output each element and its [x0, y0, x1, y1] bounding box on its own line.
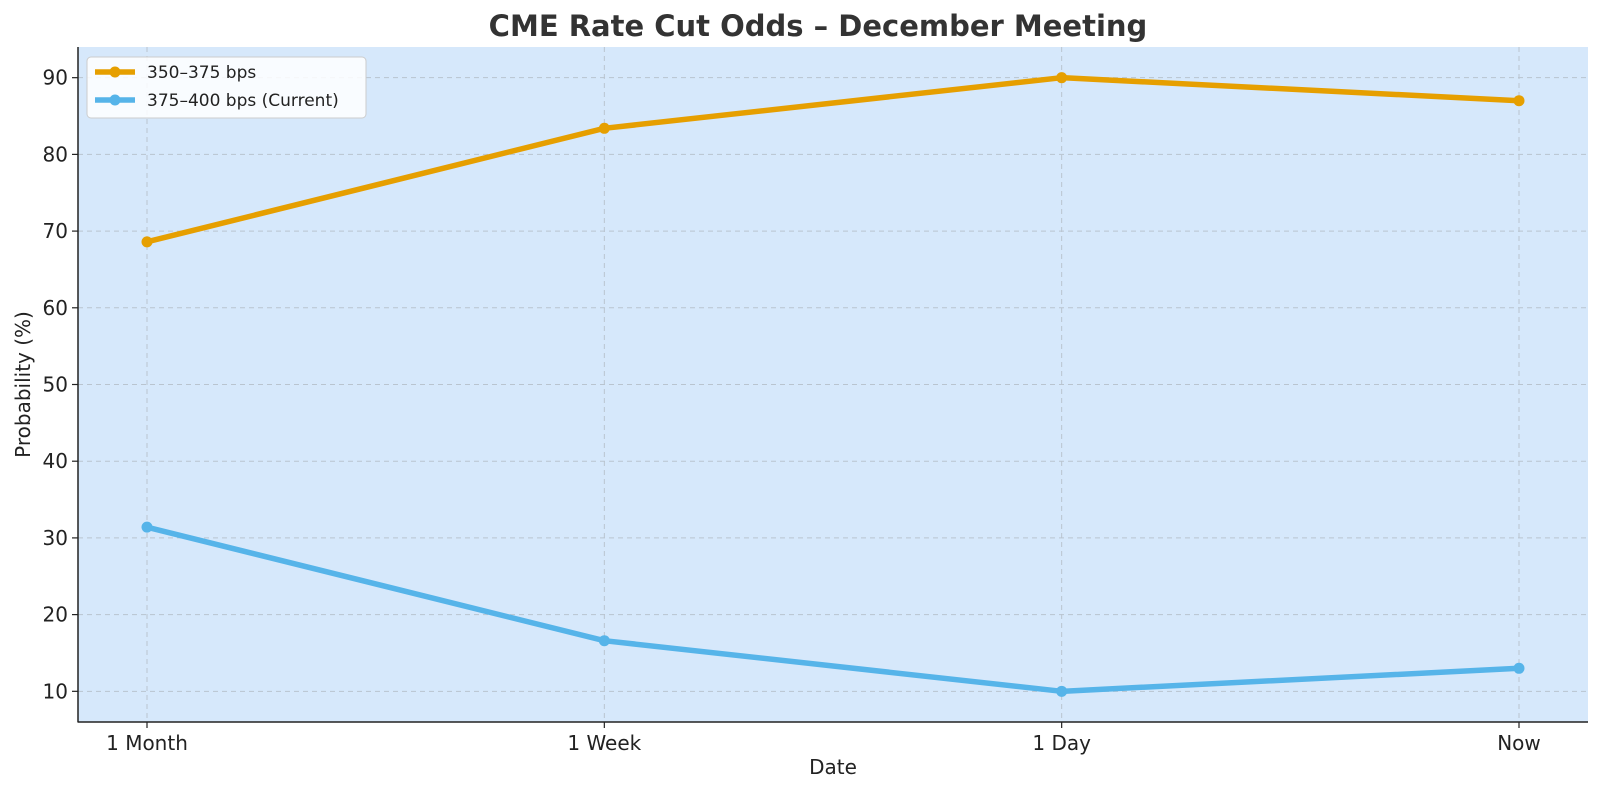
data-point — [1513, 662, 1525, 674]
y-tick-label: 40 — [43, 449, 68, 473]
y-tick-label: 50 — [43, 373, 68, 397]
x-tick-label: Now — [1497, 731, 1541, 755]
y-tick-label: 80 — [43, 142, 68, 166]
data-point — [1513, 95, 1525, 107]
x-axis-label: Date — [809, 755, 857, 779]
legend-swatch-marker — [109, 66, 121, 78]
data-point — [141, 236, 153, 248]
y-axis-label: Probability (%) — [11, 311, 35, 458]
y-tick-label: 20 — [43, 603, 68, 627]
legend-swatch-marker — [109, 94, 121, 106]
legend-label: 375–400 bps (Current) — [147, 91, 339, 111]
grid-lines — [78, 47, 1588, 722]
chart-title: CME Rate Cut Odds – December Meeting — [489, 9, 1148, 43]
x-tick-label: 1 Month — [106, 731, 188, 755]
series-lines — [141, 72, 1525, 697]
y-tick-label: 70 — [43, 219, 68, 243]
legend-item: 350–375 bps — [95, 63, 256, 83]
y-tick-label: 10 — [43, 679, 68, 703]
series-line — [144, 74, 1522, 245]
x-tick-label: 1 Week — [567, 731, 641, 755]
legend-item: 375–400 bps (Current) — [95, 91, 339, 111]
legend-label: 350–375 bps — [147, 63, 256, 83]
y-tick-label: 90 — [43, 66, 68, 90]
y-tick-label: 30 — [43, 526, 68, 550]
data-point — [598, 635, 610, 647]
data-point — [141, 521, 153, 533]
legend: 350–375 bps 375–400 bps (Current) — [86, 56, 367, 119]
data-point — [598, 122, 610, 134]
data-point — [1056, 72, 1068, 84]
tick-labels: 10 20 30 40 50 60 70 80 90 1 Month 1 Week 1 Day Now — [43, 66, 1541, 755]
legend-frame — [86, 56, 367, 119]
y-tick-label: 60 — [43, 296, 68, 320]
x-tick-label: 1 Day — [1032, 731, 1091, 755]
series-line — [144, 524, 1522, 695]
series-1 — [141, 521, 1525, 697]
data-point — [1056, 685, 1068, 697]
plot-background — [78, 47, 1588, 722]
series-0 — [141, 72, 1525, 248]
